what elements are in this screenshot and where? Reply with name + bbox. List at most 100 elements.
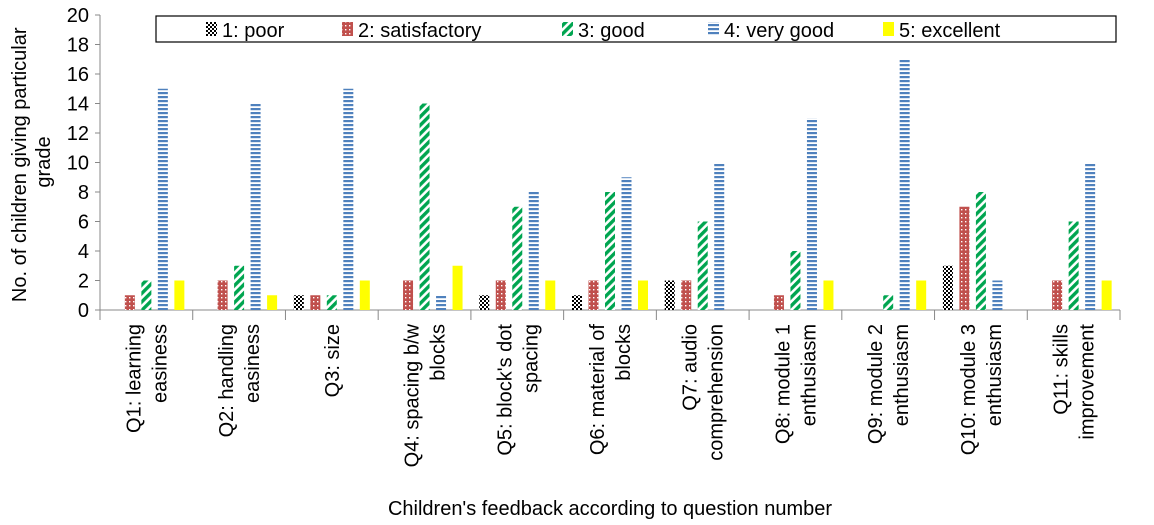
bar-3-9: [883, 295, 894, 310]
y-tick-label: 12: [67, 123, 89, 145]
x-axis-title: Children's feedback according to questio…: [388, 498, 832, 520]
bar-1-5: [479, 295, 490, 310]
x-tick-label-line: Q5: block's dot: [494, 324, 516, 456]
x-tick-label-line: Q9: module 2: [865, 324, 887, 444]
bar-5-2: [267, 295, 278, 310]
legend-label-3: 3: good: [578, 20, 645, 42]
y-tick-label: 8: [78, 182, 89, 204]
bar-1-10: [942, 265, 953, 310]
bar-4-10: [992, 280, 1003, 310]
legend-label-2: 2: satisfactory: [358, 20, 481, 42]
bar-4-11: [1085, 162, 1096, 310]
y-tick-label: 4: [78, 241, 89, 263]
legend-label-5: 5: excellent: [899, 20, 1001, 42]
x-tick-label-line: Q6: material of: [587, 324, 609, 456]
bar-2-1: [124, 295, 135, 310]
y-tick-label: 0: [78, 300, 89, 322]
x-tick-label-line: blocks: [613, 324, 635, 381]
legend-swatch-5: [883, 22, 894, 36]
x-tick-label-line: Q10: module 3: [958, 324, 980, 455]
x-tick-label-line: Q3: size: [322, 324, 344, 397]
bar-4-1: [157, 88, 168, 310]
bar-3-8: [790, 251, 801, 310]
bar-3-3: [326, 295, 337, 310]
x-tick-label: Q1: learning easiness: [123, 324, 171, 433]
bar-3-11: [1068, 221, 1079, 310]
legend-swatch-3: [562, 22, 573, 36]
y-tick-label: 14: [67, 94, 89, 116]
bar-4-8: [806, 118, 817, 310]
y-tick-label: 20: [67, 5, 89, 27]
bar-1-3: [293, 295, 304, 310]
bar-1-6: [572, 295, 582, 310]
x-tick-label: Q10: module 3 enthusiasm: [958, 324, 1006, 455]
bar-4-3: [343, 88, 354, 310]
x-tick-label: Q6: material of blocks: [587, 324, 635, 456]
y-tick-label: 18: [67, 35, 89, 57]
x-tick-label-line: enthusiasm: [798, 324, 820, 426]
y-tick-label: 6: [78, 212, 89, 234]
bar-4-6: [621, 177, 632, 310]
bar-3-1: [141, 280, 152, 310]
bar-2-8: [773, 295, 784, 310]
bar-5-6: [638, 280, 648, 310]
legend-label-4: 4: very good: [724, 20, 834, 42]
bar-3-7: [697, 221, 708, 310]
bar-2-7: [681, 280, 692, 310]
x-tick-label-line: blocks: [428, 324, 450, 381]
legend-swatch-4: [708, 22, 719, 36]
x-tick-label-line: Q7: audio: [680, 324, 702, 411]
bar-5-8: [823, 280, 834, 310]
x-tick-label-line: enthusiasm: [984, 324, 1006, 426]
x-tick-label-line: Q4: spacing b/w: [402, 323, 424, 467]
x-tick-label: Q11: skills improvement: [1051, 324, 1099, 440]
y-axis-title-line-2: grade: [33, 136, 55, 187]
x-tick-label-line: easiness: [149, 324, 171, 403]
bar-1-7: [664, 280, 675, 310]
bar-2-11: [1052, 280, 1063, 310]
bar-2-2: [217, 280, 228, 310]
bar-4-5: [528, 192, 539, 310]
legend-swatch-2: [342, 22, 353, 36]
x-tick-label-line: enthusiasm: [891, 324, 913, 426]
bar-5-9: [916, 280, 927, 310]
y-tick-label: 2: [78, 271, 89, 293]
bar-2-3: [310, 295, 321, 310]
legend-box: [155, 15, 1117, 43]
bar-3-6: [605, 192, 615, 310]
x-tick-label-line: Q8: module 1: [772, 324, 794, 444]
bar-5-4: [452, 265, 463, 310]
x-tick-label: Q5: block's dot spacing: [494, 324, 542, 456]
x-tick-label: Q4: spacing b/w blocks: [402, 323, 450, 467]
bar-2-5: [495, 280, 506, 310]
y-axis-title-line-1: No. of children giving particular: [9, 27, 31, 302]
x-tick-labels: Q1: learning easiness Q2: handling easiness…: [123, 323, 1098, 467]
x-tick-label-line: comprehension: [706, 324, 728, 461]
y-ticks: 0 2 4 6 8 10 12 14 16 18 20: [67, 5, 100, 322]
bar-5-11: [1101, 280, 1112, 310]
bar-5-1: [174, 280, 185, 310]
legend-swatch-1: [206, 22, 217, 36]
legend: 1: poor 2: satisfactory 3: good 4: very goo…: [155, 15, 1117, 43]
x-tick-label: Q9: module 2 enthusiasm: [865, 324, 913, 444]
bar-2-10: [959, 206, 970, 310]
bar-5-5: [545, 280, 556, 310]
y-tick-label: 16: [67, 64, 89, 86]
bar-3-2: [234, 265, 245, 310]
y-axis-title: No. of children giving particular grade: [9, 22, 55, 302]
bars: [124, 59, 1112, 310]
x-tick-label: Q8: module 1 enthusiasm: [772, 324, 820, 444]
x-tick-label: Q2: handling easiness: [216, 324, 264, 437]
x-tick-label-line: Q2: handling: [216, 324, 238, 437]
bar-4-9: [899, 59, 910, 310]
bar-2-6: [588, 280, 599, 310]
x-tick-label: Q3: size: [322, 324, 344, 397]
legend-label-1: 1: poor: [222, 20, 285, 42]
bar-3-5: [512, 206, 523, 310]
x-tick-label-line: Q11: skills: [1051, 324, 1073, 415]
x-tick-label-line: easiness: [242, 324, 264, 403]
x-tick-label-line: improvement: [1077, 324, 1099, 440]
bar-4-7: [714, 162, 725, 310]
category-separators: [99, 310, 1121, 320]
